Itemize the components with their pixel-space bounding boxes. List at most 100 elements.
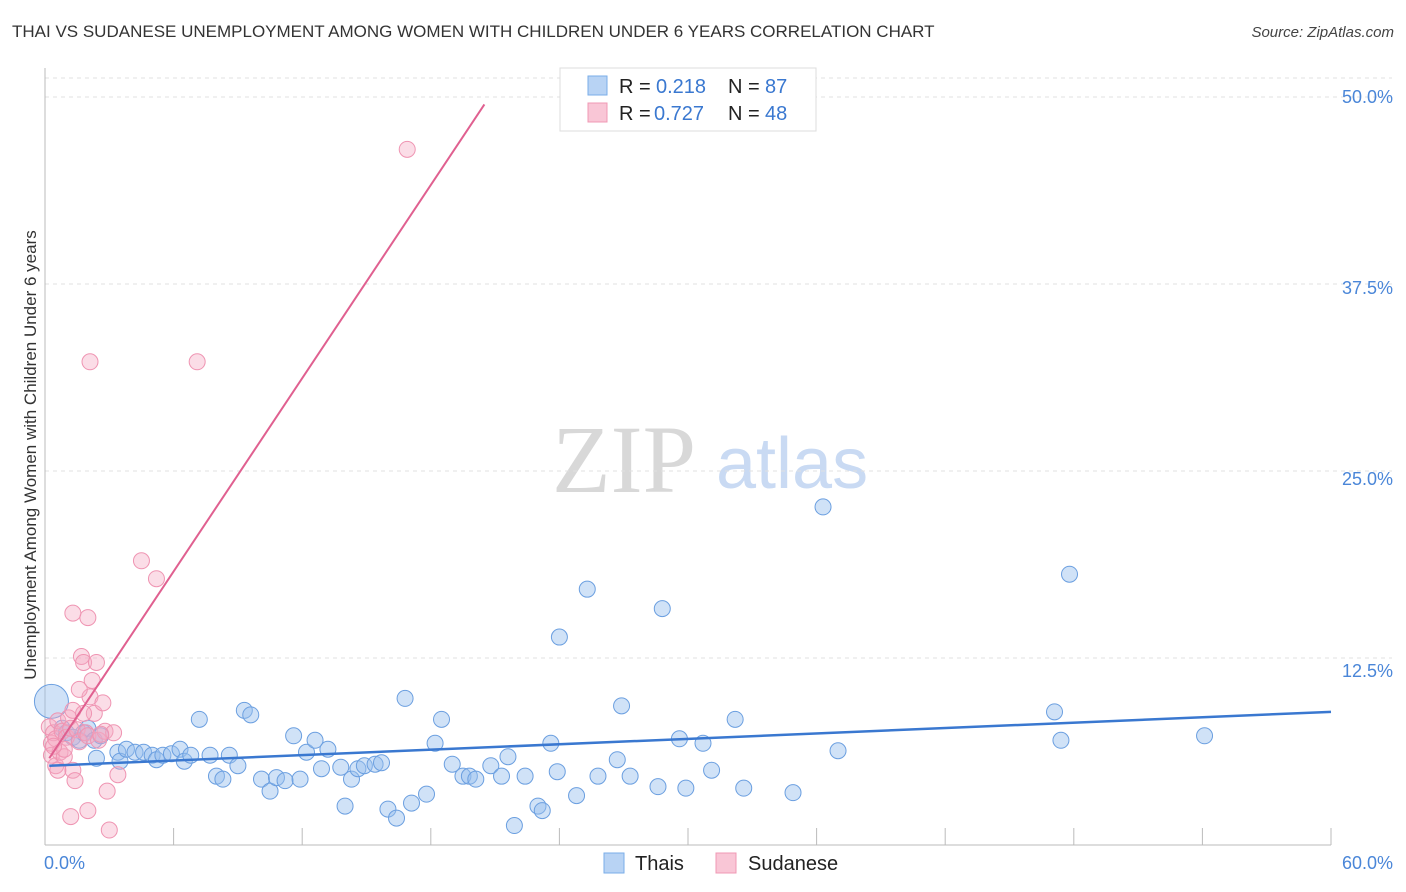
thais-point (433, 710, 451, 728)
thais-point (621, 767, 639, 785)
series-legend: Thais Sudanese (603, 852, 838, 875)
thais-point (1196, 727, 1214, 745)
sudanese-point (79, 727, 97, 745)
thais-legend-label: Thais (635, 853, 684, 875)
thais-point (291, 770, 309, 788)
thais-r-label: R = (619, 76, 651, 98)
thais-point (312, 760, 330, 778)
thais-point (426, 734, 444, 752)
x-axis-ticks (173, 828, 1332, 845)
thais-legend-swatch (587, 75, 608, 96)
thais-point (454, 767, 472, 785)
sudanese-point (132, 552, 150, 570)
thais-point (285, 727, 303, 745)
thais-n-value: 87 (765, 76, 787, 98)
thais-point (568, 787, 586, 805)
sudanese-bottom-swatch (715, 852, 737, 874)
sudanese-point (64, 604, 82, 622)
thais-point (33, 683, 69, 719)
sudanese-point (398, 140, 416, 158)
thais-point (242, 706, 260, 724)
sudanese-point (105, 724, 123, 742)
sudanese-point (147, 570, 165, 588)
thais-point (126, 743, 144, 761)
thais-point (589, 767, 607, 785)
thais-point (653, 600, 671, 618)
thais-points (33, 498, 1214, 835)
y-tick-label-50: 50.0% (1342, 87, 1393, 107)
sudanese-point (98, 782, 116, 800)
thais-point (418, 785, 436, 803)
watermark-zip: ZIP (552, 406, 696, 513)
thais-point (342, 770, 360, 788)
sudanese-point (75, 653, 93, 671)
thais-point (252, 770, 270, 788)
source-label: Source: ZipAtlas.com (1251, 24, 1394, 41)
thais-point (608, 751, 626, 769)
gridlines (45, 77, 1392, 659)
thais-point (482, 757, 500, 775)
thais-point (332, 758, 350, 776)
sudanese-point (66, 772, 84, 790)
chart-title: THAI VS SUDANESE UNEMPLOYMENT AMONG WOME… (12, 22, 935, 41)
sudanese-point (188, 353, 206, 371)
thais-point (814, 498, 832, 516)
thais-point (379, 800, 397, 818)
sudanese-r-value: 0.727 (654, 103, 704, 125)
sudanese-legend-swatch (587, 102, 608, 123)
x-tick-label-max: 60.0% (1342, 853, 1393, 873)
thais-point (396, 689, 414, 707)
sudanese-point (77, 724, 95, 742)
thais-point (366, 755, 384, 773)
thais-point (1052, 731, 1070, 749)
thais-point (548, 763, 566, 781)
thais-point (467, 770, 485, 788)
thais-point (403, 794, 421, 812)
thais-point (505, 817, 523, 835)
sudanese-point (45, 737, 63, 755)
thais-point (201, 746, 219, 764)
thais-point (726, 710, 744, 728)
thais-point (578, 580, 596, 598)
sudanese-point (109, 766, 127, 784)
thais-point (336, 797, 354, 815)
sudanese-point (100, 821, 118, 839)
thais-bottom-swatch (603, 852, 625, 874)
thais-point (276, 772, 294, 790)
thais-point (516, 767, 534, 785)
thais-point (154, 746, 172, 764)
thais-point (550, 628, 568, 646)
sudanese-point (70, 733, 88, 751)
sudanese-point (81, 353, 99, 371)
thais-point (649, 778, 667, 796)
sudanese-point (62, 808, 80, 826)
thais-point (229, 757, 247, 775)
watermark-atlas: atlas (716, 424, 868, 504)
y-tick-label-25: 25.0% (1342, 469, 1393, 489)
sudanese-point (49, 712, 67, 730)
thais-point (829, 742, 847, 760)
thais-point (493, 767, 511, 785)
thais-trend-line (49, 710, 1332, 767)
y-tick-label-12-5: 12.5% (1342, 661, 1393, 681)
thais-point (443, 755, 461, 773)
thais-point (533, 802, 551, 820)
thais-point (499, 748, 517, 766)
x-tick-label-min: 0.0% (44, 853, 85, 873)
thais-point (735, 779, 753, 797)
y-axis-label: Unemployment Among Women with Children U… (21, 230, 40, 679)
thais-point (190, 710, 208, 728)
thais-point (677, 779, 695, 797)
sudanese-point (79, 609, 97, 627)
thais-point (355, 757, 373, 775)
thais-point (784, 784, 802, 802)
sudanese-n-value: 48 (765, 103, 787, 125)
sudanese-point (92, 725, 110, 743)
sudanese-point (70, 680, 88, 698)
sudanese-point (79, 802, 97, 820)
thais-point (703, 761, 721, 779)
thais-point (214, 770, 232, 788)
thais-point (87, 749, 105, 767)
sudanese-legend-label: Sudanese (748, 853, 838, 875)
